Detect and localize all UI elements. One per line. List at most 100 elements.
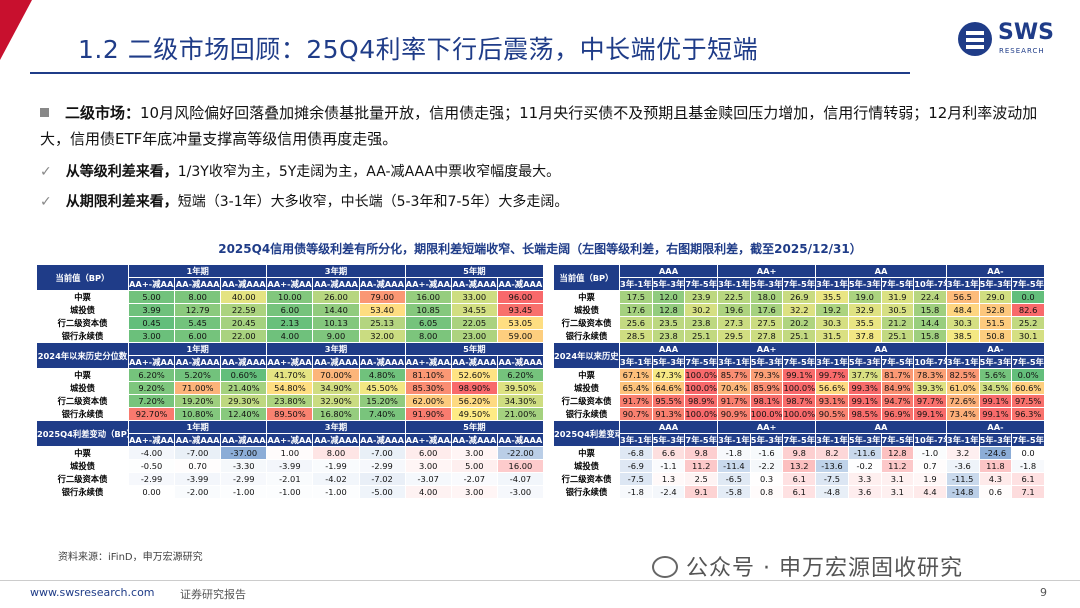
column-header: 7年-5年 xyxy=(684,355,719,369)
row-label: 银行永续债 xyxy=(553,485,620,499)
column-header: 3年-1年 xyxy=(945,277,980,291)
data-cell: 19.6 xyxy=(717,303,751,317)
column-header: 3年-1年 xyxy=(717,433,751,447)
data-cell: 94.7% xyxy=(880,394,915,408)
data-cell: 97.5% xyxy=(1011,394,1045,408)
data-cell: 90.9% xyxy=(717,407,751,421)
data-cell: 89.50% xyxy=(266,407,314,421)
data-cell: 96.9% xyxy=(880,407,915,421)
row-label: 银行永续债 xyxy=(36,407,129,421)
row-label: 行二级资本债 xyxy=(36,394,129,408)
data-cell: 23.80% xyxy=(266,394,314,408)
group-header: AA xyxy=(815,342,947,356)
group-header: 3年期 xyxy=(266,420,406,434)
table-row: 中票 17.5 12.0 23.9 22.5 18.0 26.9 35.5 19.0 31.9 22… xyxy=(553,290,1045,304)
data-cell: 23.8 xyxy=(684,316,719,330)
data-cell: 6.20% xyxy=(127,368,176,382)
header-accent xyxy=(0,0,32,60)
column-header: 5年-3年 xyxy=(651,277,686,291)
data-cell: 65.4% xyxy=(619,381,653,395)
table-row: 行二级资本债 -7.5 1.3 2.5 -6.5 0.3 6.1 -7.5 3.3 3.1 1.9-… xyxy=(553,472,1045,486)
data-cell: 3.1 xyxy=(880,485,915,499)
column-header: 5年-3年 xyxy=(651,355,686,369)
data-cell: 81.7% xyxy=(880,368,915,382)
group-header: AA+ xyxy=(717,342,817,356)
data-cell: 34.5% xyxy=(978,381,1013,395)
table-subheader-row: 3年-1年 5年-3年 7年-5年 3年-1年 5年-3年 7年-5年 3年-1年 5年-3年… xyxy=(554,433,1045,447)
data-cell: 13.2 xyxy=(782,459,817,473)
data-cell: 64.6% xyxy=(651,381,686,395)
column-header: AA+-减AAA xyxy=(127,433,176,447)
square-bullet-icon xyxy=(40,108,49,117)
data-cell: 79.3% xyxy=(749,368,784,382)
row-label: 行二级资本债 xyxy=(553,394,620,408)
row-label: 城投债 xyxy=(36,459,129,473)
table-row: 中票 67.1% 47.3% 100.0% 85.7% 79.3% 99.1% 99.7% 37… xyxy=(553,368,1045,382)
column-header: 3年-1年 xyxy=(619,433,653,447)
footer-url[interactable]: www.swsresearch.com xyxy=(30,586,155,599)
data-cell: -13.6 xyxy=(815,459,849,473)
data-cell: -5.00 xyxy=(358,485,406,499)
data-cell: 22.00 xyxy=(220,329,268,343)
data-cell: 82.6 xyxy=(1011,303,1045,317)
data-cell: 93.45 xyxy=(496,303,545,317)
data-cell: 27.8 xyxy=(749,329,784,343)
column-header: AA+-减AAA xyxy=(266,277,314,291)
column-header: AA-减AAA xyxy=(358,433,406,447)
data-cell: 62.00% xyxy=(404,394,452,408)
table-row: 银行永续债 92.70% 10.80% 12.40% 89.50% 16.80% 7.40%… xyxy=(36,407,545,421)
data-cell: 99.1% xyxy=(847,394,882,408)
column-header: 7年-5年 xyxy=(1011,277,1045,291)
row-label: 城投债 xyxy=(553,459,620,473)
column-header: AA+-减AAA xyxy=(404,277,452,291)
table-row: 中票 -6.8 6.6 9.8 -1.8 -1.6 9.8 8.2 -11.6 12.8 -1.0 3… xyxy=(553,446,1045,460)
data-cell: 3.99 xyxy=(127,303,176,317)
data-cell: 9.00 xyxy=(312,329,360,343)
data-cell: -11.5 xyxy=(945,472,980,486)
data-cell: -7.02 xyxy=(358,472,406,486)
data-cell: 10.85 xyxy=(404,303,452,317)
data-cell: 30.3 xyxy=(945,316,980,330)
column-header: AA-减AAA xyxy=(450,433,498,447)
data-cell: 96.00 xyxy=(496,290,545,304)
table-row: 行二级资本债 0.45 5.45 20.45 2.13 10.13 25.13 6.05 22.… xyxy=(36,316,545,330)
data-cell: -4.07 xyxy=(496,472,545,486)
data-cell: 38.5 xyxy=(945,329,980,343)
data-cell: 72.6% xyxy=(945,394,980,408)
data-cell: 11.2 xyxy=(684,459,719,473)
data-cell: 19.20% xyxy=(174,394,222,408)
data-cell: 5.45 xyxy=(174,316,222,330)
table-section-label: 2024年以来历史分位数 xyxy=(36,342,129,369)
data-cell: 19.2 xyxy=(815,303,849,317)
table-section-label: 当前值（BP） xyxy=(36,264,129,291)
data-cell: -7.00 xyxy=(358,446,406,460)
column-header: AA-减AAA xyxy=(358,277,406,291)
data-cell: -3.99 xyxy=(266,459,314,473)
data-cell: 0.0% xyxy=(1011,368,1045,382)
column-header: AA+-减AAA xyxy=(266,355,314,369)
data-cell: 4.80% xyxy=(358,368,406,382)
data-cell: 21.40% xyxy=(220,381,268,395)
chart-caption: 2025Q4信用债等级利差有所分化，期限利差短端收窄、长端走阔（左图等级利差，右… xyxy=(218,242,862,256)
data-cell: 100.0% xyxy=(684,407,719,421)
header-rule xyxy=(30,72,910,74)
data-cell: 47.3% xyxy=(651,368,686,382)
group-header: 5年期 xyxy=(404,420,545,434)
data-cell: 12.8 xyxy=(651,303,686,317)
data-cell: 1.3 xyxy=(651,472,686,486)
data-cell: 48.4 xyxy=(945,303,980,317)
data-cell: 31.9 xyxy=(880,290,915,304)
summary-paragraph: 二级市场：10月风险偏好回落叠加摊余债基批量开放，信用债走强；11月央行买债不及… xyxy=(40,100,1050,152)
data-cell: -4.8 xyxy=(815,485,849,499)
data-cell: -7.00 xyxy=(174,446,222,460)
data-cell: 6.00 xyxy=(266,303,314,317)
data-cell: 85.30% xyxy=(404,381,452,395)
data-cell: 100.0% xyxy=(684,381,719,395)
data-cell: 54.80% xyxy=(266,381,314,395)
data-cell: 50.8 xyxy=(978,329,1013,343)
data-cell: 8.00 xyxy=(174,290,222,304)
column-header: 5年-3年 xyxy=(847,355,882,369)
data-cell: 7.1 xyxy=(1011,485,1045,499)
data-cell: 9.20% xyxy=(127,381,176,395)
column-header: 3年-1年 xyxy=(815,433,849,447)
